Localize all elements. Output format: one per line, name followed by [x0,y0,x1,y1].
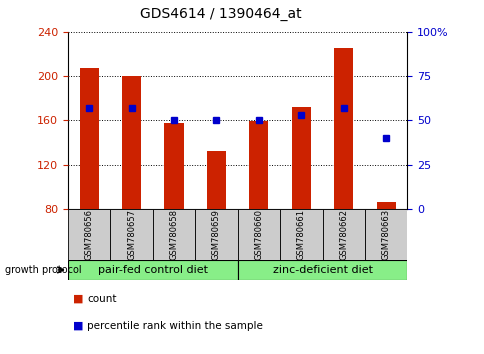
Bar [122,76,141,209]
Text: ■: ■ [73,294,83,304]
Text: GSM780663: GSM780663 [381,209,390,260]
Text: GSM780658: GSM780658 [169,209,178,260]
Text: GSM780659: GSM780659 [212,209,221,260]
Text: zinc-deficient diet: zinc-deficient diet [272,265,372,275]
Bar [164,122,183,209]
Text: pair-fed control diet: pair-fed control diet [98,265,207,275]
Bar [110,209,152,260]
Bar [291,107,310,209]
Bar [207,152,226,209]
Bar [376,202,395,209]
Bar [68,260,237,280]
Text: GSM780661: GSM780661 [296,209,305,260]
Bar [237,209,280,260]
Bar [280,209,322,260]
Bar [68,209,110,260]
Bar [152,209,195,260]
Bar [333,48,352,209]
Text: percentile rank within the sample: percentile rank within the sample [87,321,263,331]
Text: growth protocol: growth protocol [5,265,81,275]
Text: count: count [87,294,117,304]
Text: ■: ■ [73,321,83,331]
Bar [237,260,407,280]
Text: GDS4614 / 1390464_at: GDS4614 / 1390464_at [139,7,301,21]
Bar [249,121,268,209]
Text: GSM780662: GSM780662 [338,209,348,260]
Bar [364,209,407,260]
Text: GSM780660: GSM780660 [254,209,263,260]
Bar [195,209,237,260]
Text: GSM780656: GSM780656 [84,209,93,260]
Text: GSM780657: GSM780657 [127,209,136,260]
Bar [79,68,98,209]
Bar [322,209,364,260]
